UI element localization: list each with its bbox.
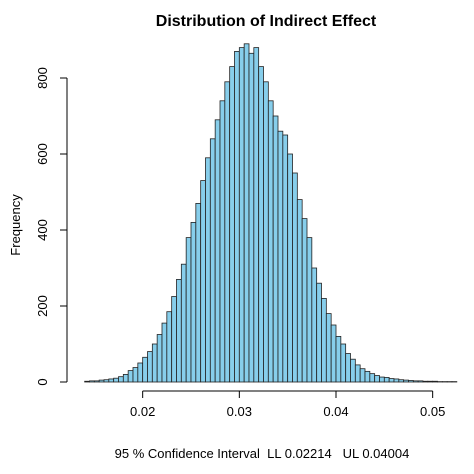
histogram-bar [84, 380, 90, 383]
y-tick-label: 800 [35, 67, 50, 89]
histogram-bar [350, 358, 356, 383]
histogram-bar [383, 377, 390, 383]
histogram-bar [330, 324, 337, 383]
histogram-bar [180, 263, 187, 383]
histogram-bar [296, 199, 303, 383]
histogram-bar [427, 380, 434, 383]
histogram-bar [398, 379, 405, 383]
histogram-bar [287, 153, 293, 383]
histogram-bar [214, 119, 221, 383]
histogram-bar [379, 376, 385, 383]
histogram-bar [258, 66, 264, 383]
histogram-bar [142, 356, 148, 383]
histogram-bar [267, 100, 274, 383]
y-tick-label: 400 [35, 219, 50, 241]
histogram-bar [408, 380, 414, 383]
x-tick-label: 0.05 [420, 404, 445, 419]
histogram-bar [403, 379, 409, 383]
histogram-bar [345, 353, 351, 383]
histogram-bar [151, 343, 158, 383]
histogram-bar [89, 380, 95, 383]
confidence-interval-text: 95 % Confidence Interval LL 0.02214 UL 0… [115, 446, 410, 461]
histogram-bar [219, 100, 226, 383]
x-tick-label: 0.02 [130, 404, 155, 419]
chart-title: Distribution of Indirect Effect [156, 13, 377, 30]
histogram-bar [253, 47, 260, 383]
histogram-bar [118, 376, 124, 383]
histogram-bar [340, 343, 347, 383]
histogram-bar [311, 267, 318, 383]
histogram-bar [209, 138, 216, 383]
x-tick-label: 0.04 [323, 404, 348, 419]
histogram-bar [316, 282, 322, 383]
histogram-bar [234, 51, 240, 383]
y-tick-label: 0 [35, 378, 50, 385]
histogram-bar [93, 380, 100, 383]
histogram-bar [166, 311, 173, 383]
histogram-bar [359, 368, 366, 383]
x-axis: 0.02 0.03 0.04 0.05 [130, 390, 445, 419]
histogram-bar [321, 297, 327, 383]
histogram-bar [422, 380, 429, 383]
histogram-bar [161, 322, 168, 383]
histogram-bar [374, 375, 380, 383]
histogram-bar [364, 370, 371, 383]
histogram-bar [113, 377, 119, 383]
histogram-bar [388, 378, 395, 383]
histogram-bar [147, 351, 153, 383]
histogram-bar [301, 218, 308, 383]
histogram-bar [292, 172, 298, 383]
histogram-bar [132, 367, 139, 383]
histogram-bar [417, 380, 424, 383]
x-tick-label: 0.03 [227, 404, 252, 419]
histogram-bar [127, 370, 134, 383]
histogram-bar [369, 373, 376, 383]
histogram-bar [122, 373, 129, 383]
histogram-bar [238, 47, 245, 383]
histogram-bar [190, 221, 197, 383]
histogram-bar [325, 313, 332, 383]
histogram-bar [432, 380, 438, 383]
histogram-bar [272, 115, 279, 383]
histogram-bar [263, 81, 269, 383]
histogram-bar [171, 296, 177, 383]
histogram-bar [248, 52, 255, 383]
histogram-bar [282, 134, 289, 383]
histogram-bar [224, 81, 231, 383]
histogram-bar [185, 237, 192, 383]
histogram-bar [156, 334, 163, 383]
histogram-bars [84, 43, 458, 383]
histogram-bar [412, 380, 419, 383]
y-axis: 0 200 400 600 800 [35, 67, 68, 386]
histogram-bar [195, 202, 202, 383]
histogram-bar [176, 278, 182, 383]
histogram-bar [306, 237, 313, 383]
histogram-bar [229, 66, 235, 383]
histogram-bar [243, 43, 250, 383]
histogram-bar [277, 130, 284, 383]
y-tick-label: 600 [35, 143, 50, 165]
histogram-bar [393, 378, 400, 383]
histogram-bar [205, 157, 211, 383]
y-axis-title: Frequency [8, 194, 23, 256]
histogram-bar [335, 335, 342, 383]
histogram-bar [98, 379, 105, 383]
histogram-bar [103, 379, 110, 383]
histogram-bar [354, 364, 361, 383]
histogram-bar [137, 362, 144, 383]
histogram-bar [108, 378, 115, 383]
histogram-bar [200, 180, 206, 383]
y-tick-label: 200 [35, 295, 50, 317]
